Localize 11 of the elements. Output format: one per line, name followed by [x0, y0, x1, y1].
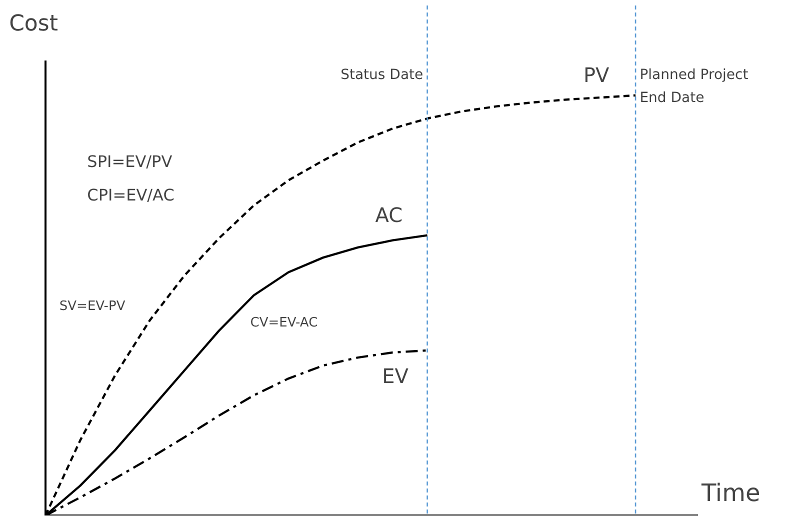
series-label: AC	[375, 202, 403, 227]
series-label: EV	[382, 364, 409, 388]
annotation: SV=EV-PV	[59, 298, 126, 314]
series-label: PV	[583, 63, 610, 87]
text: Status Date	[340, 66, 424, 83]
annotation: SPI=EV/PV	[87, 152, 172, 172]
x-axis-title: Time	[700, 479, 760, 508]
y-axis-title: Cost	[9, 12, 58, 37]
annotation: Planned Project End Date	[640, 66, 749, 106]
annotation: CPI=EV/AC	[87, 186, 174, 205]
annotation: CV=EV-AC	[250, 316, 318, 331]
